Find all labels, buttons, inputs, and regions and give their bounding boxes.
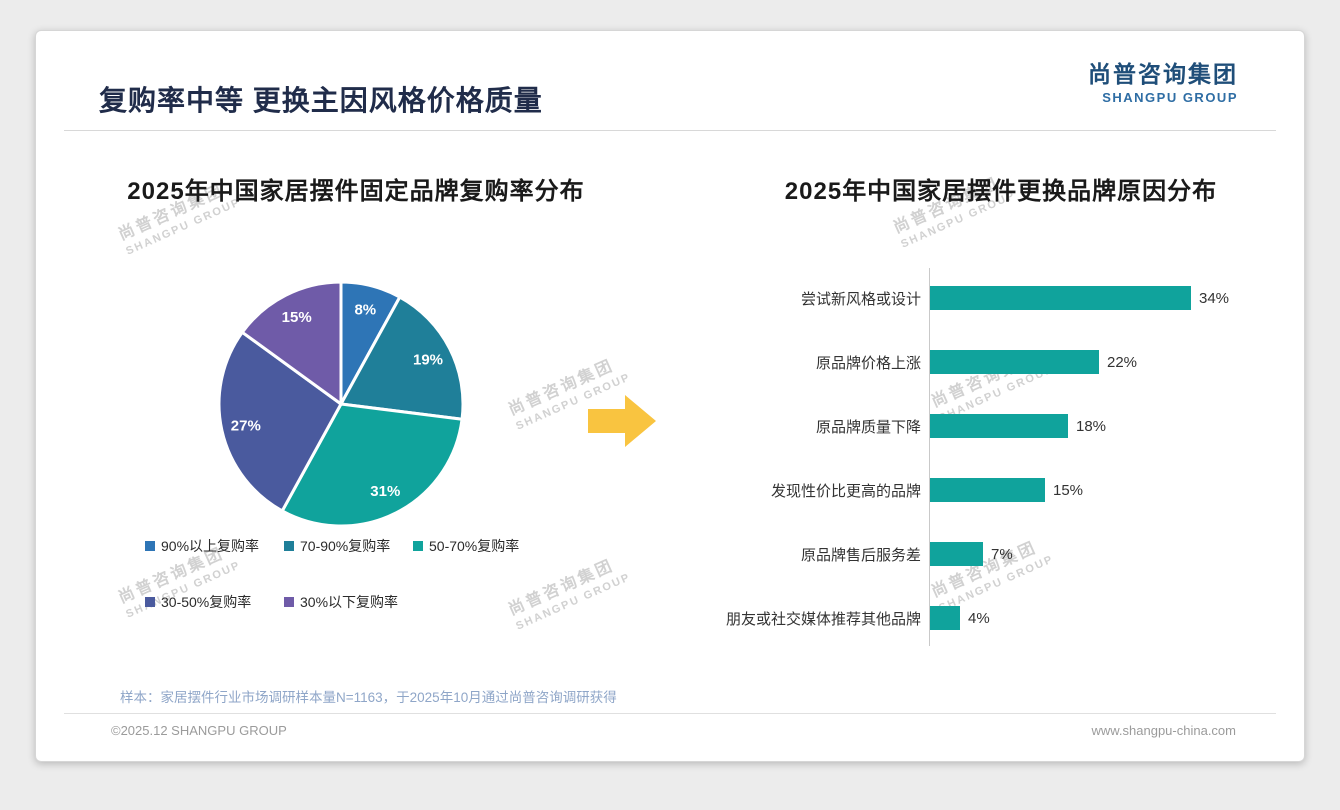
bar-category-label: 朋友或社交媒体推荐其他品牌 [725,610,921,628]
legend-label: 70-90%复购率 [300,538,391,554]
legend-label: 90%以上复购率 [161,538,260,554]
pie-slice [217,330,343,513]
arrow-right-icon [588,391,656,451]
bar-value-label: 4% [968,609,990,627]
slide-card: 尚普咨询集团 SHANGPU GROUP 尚普咨询集团 SHANGPU GROUP 尚普… [35,30,1305,762]
bar-category-label: 原品牌质量下降 [815,418,921,436]
legend-label: 50-70%复购率 [429,538,520,554]
bar-row: 原品牌质量下降 18% [696,394,1276,458]
logo-cn: 尚普咨询集团 [1088,61,1238,87]
legend-swatch-icon [413,541,423,551]
bar-fill [929,414,1068,438]
legend-swatch-icon [145,541,155,551]
logo-en: SHANGPU GROUP [1102,90,1238,105]
pie-slice-label: 15% [282,309,312,326]
bar-fill [929,286,1191,310]
bar-value-label: 7% [991,545,1013,563]
copyright-text: ©2025.12 SHANGPU GROUP [111,723,287,738]
bar-axis-line [929,268,930,646]
pie-slice [280,402,464,528]
bar-row: 原品牌售后服务差 7% [696,522,1276,586]
bar-fill [929,606,960,630]
bar-category-label: 原品牌价格上涨 [815,354,921,372]
bar-row: 原品牌价格上涨 22% [696,330,1276,394]
bar-category-label: 尝试新风格或设计 [800,290,921,308]
bar-chart: 尝试新风格或设计 34% 原品牌价格上涨 22% 原品牌质量下降 18% 发现性价比更高的品… [696,266,1276,650]
bar-value-label: 18% [1076,417,1107,435]
bar-category-label: 原品牌售后服务差 [800,546,921,564]
header-divider [64,130,1276,131]
pie-chart: 8% 19% 31% 27% 15% [217,280,465,528]
legend-swatch-icon [284,541,294,551]
bar-chart-title: 2025年中国家居摆件更换品牌原因分布 [784,178,1218,205]
legend-label: 30%以下复购率 [300,594,399,610]
pie-slice-label: 27% [231,417,261,434]
legend-item: 50-70%复购率 [413,536,519,556]
pie-slice-label: 8% [354,302,376,319]
pie-slice-label: 31% [370,483,400,500]
bar-value-label: 22% [1107,353,1138,371]
pie-slice [240,280,343,406]
bar-value-label: 34% [1199,289,1230,307]
bar-fill [929,478,1045,502]
legend-swatch-icon [145,597,155,607]
bar-category-label: 发现性价比更高的品牌 [770,482,921,500]
bar-value-label: 15% [1053,481,1084,499]
bar-row: 发现性价比更高的品牌 15% [696,458,1276,522]
footer-divider [64,713,1276,714]
legend-label: 30-50%复购率 [161,594,252,610]
pie-legend: 90%以上复购率 70-90%复购率 50-70%复购率 30-50%复购率 30%以下… [145,536,519,612]
legend-item: 90%以上复购率 [145,536,284,556]
website-url: www.shangpu-china.com [1091,723,1236,738]
pie-slice-label: 19% [413,352,443,369]
legend-item: 30-50%复购率 [145,592,284,612]
logo: 尚普咨询集团 SHANGPU GROUP [1088,55,1238,105]
bar-row: 朋友或社交媒体推荐其他品牌 4% [696,586,1276,650]
bar-fill [929,350,1099,374]
bar-row: 尝试新风格或设计 34% [696,266,1276,330]
footnote: 样本：家居摆件行业市场调研样本量N=1163，于2025年10月通过尚普咨询调研… [120,690,617,705]
pie-chart-title: 2025年中国家居摆件固定品牌复购率分布 [127,178,585,205]
legend-item: 70-90%复购率 [284,536,413,556]
bar-fill [929,542,983,566]
watermark: 尚普咨询集团 SHANGPU GROUP [506,557,633,633]
pie-slice [339,295,465,421]
legend-swatch-icon [284,597,294,607]
page-title: 复购率中等 更换主因风格价格质量 [99,85,543,116]
legend-item: 30%以下复购率 [284,592,413,612]
